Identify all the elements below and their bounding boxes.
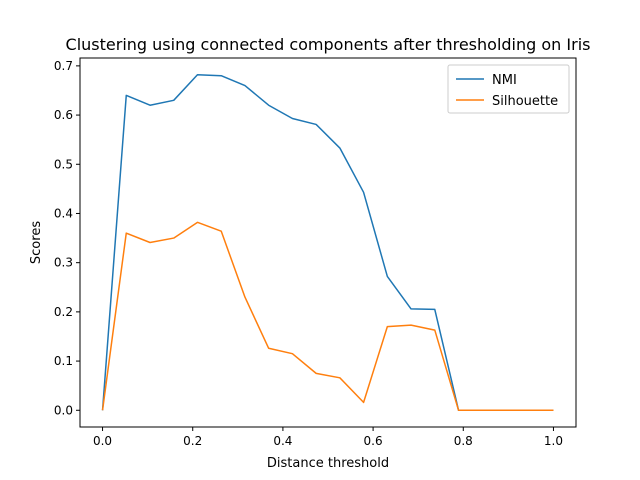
y-axis-label: Scores	[29, 221, 44, 264]
x-tick-label: 0.2	[183, 434, 202, 448]
chart-title: Clustering using connected components af…	[66, 35, 591, 54]
x-tick-label: 0.4	[273, 434, 292, 448]
x-tick-label: 0.0	[93, 434, 112, 448]
legend: NMI Silhouette	[447, 64, 570, 114]
y-tick-label: 0.3	[54, 256, 73, 270]
y-tick-label: 0.5	[54, 157, 73, 171]
y-tick-label: 0.6	[54, 108, 73, 122]
x-tick-label: 0.6	[364, 434, 383, 448]
series-line-silhouette	[101, 221, 554, 412]
axes-frame	[79, 57, 577, 428]
x-axis-label: Distance threshold	[267, 456, 389, 471]
x-tick-label: 1.0	[544, 434, 563, 448]
plot-area: 0.0 0.2 0.4 0.6 0.8 1.0 0.0 0.1 0.2 0.3 0.4 0.5 0.6 0…	[54, 59, 563, 448]
x-tick-label: 0.8	[454, 434, 473, 448]
y-tick-label: 0.7	[54, 59, 73, 73]
legend-box	[447, 64, 570, 114]
y-tick-label: 0.2	[54, 305, 73, 319]
y-tick-label: 0.1	[54, 354, 73, 368]
y-tick-label: 0.0	[54, 403, 73, 417]
legend-entry-label: Silhouette	[492, 94, 558, 109]
legend-entry-label: NMI	[492, 73, 517, 88]
y-tick-label: 0.4	[54, 206, 73, 220]
